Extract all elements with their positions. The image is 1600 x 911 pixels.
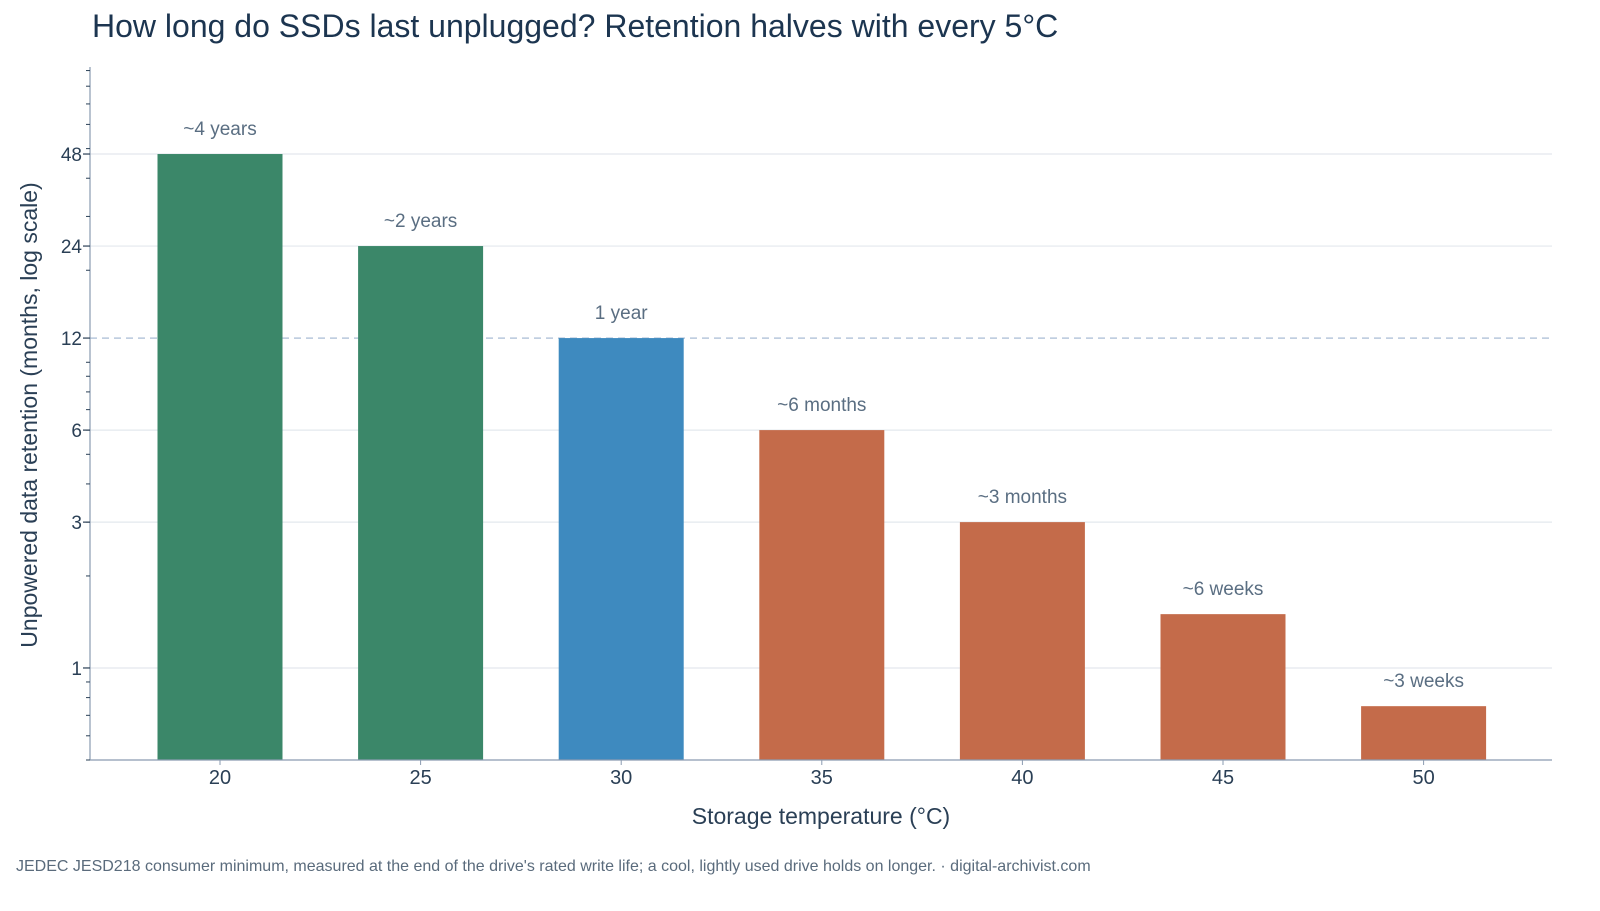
y-tick-label: 1 [71,659,82,680]
y-tick-label: 6 [71,421,82,442]
data-label: ~3 weeks [1383,671,1464,692]
bar-20 [157,154,283,761]
data-label: ~6 months [777,395,866,416]
bar-35 [759,430,885,760]
bars: ~4 years ~2 years 1 year ~6 months ~3 months… [157,119,1487,761]
x-tick-label: 45 [1212,767,1234,789]
footnote: JEDEC JESD218 consumer minimum, measured… [16,858,1091,875]
bar-25 [358,246,484,761]
data-label: ~6 weeks [1183,579,1264,600]
x-tick-label: 20 [209,767,231,789]
data-label: ~3 months [978,487,1067,508]
data-label: ~2 years [384,211,457,232]
chart-title: How long do SSDs last unplugged? Retenti… [92,8,1059,44]
x-tick-label: 40 [1011,767,1033,789]
y-tick-label: 24 [61,237,83,258]
bar-50 [1361,706,1487,760]
axes: 20 25 30 35 40 45 50 1 3 6 12 24 48 [61,67,1552,789]
x-tick-label: 25 [409,767,431,789]
x-axis-title: Storage temperature (°C) [692,803,950,829]
x-tick-label: 35 [811,767,833,789]
x-tick-label: 30 [610,767,632,789]
bar-45 [1160,614,1286,760]
data-label: ~4 years [183,119,256,140]
data-label: 1 year [595,303,648,324]
bar-40 [959,522,1085,760]
y-axis-title: Unpowered data retention (months, log sc… [16,182,42,647]
y-tick-label: 48 [61,145,82,166]
y-tick-label: 12 [61,329,82,350]
x-tick-label: 50 [1412,767,1434,789]
bar-30 [558,338,684,760]
y-tick-label: 3 [71,513,82,534]
